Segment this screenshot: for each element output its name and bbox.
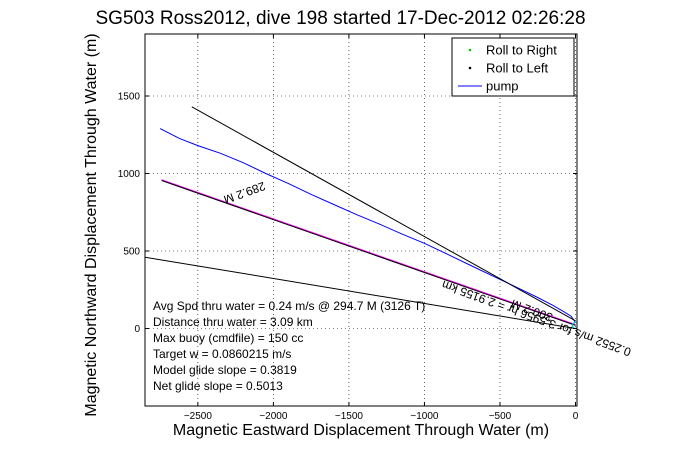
y-tick-label: 500 [123,247,140,258]
series-line-2 [191,106,576,322]
notes: Avg Spd thru water = 0.24 m/s @ 294.7 M … [153,299,425,393]
legend: Roll to Right Roll to Left pump [451,37,575,97]
legend-label: pump [486,79,519,94]
note-line: Target w = 0.0860215 m/s [153,347,291,361]
note-line: Distance thru water = 3.09 km [153,315,313,329]
series-pump [159,128,576,323]
note-line: Model glide slope = 0.3819 [153,363,297,377]
series-line-4 [161,180,576,326]
x-axis-label: Magnetic Eastward Displacement Through W… [173,422,549,439]
x-tick-label: −1500 [335,411,364,422]
series-line-1 [161,179,576,326]
note-line: Avg Spd thru water = 0.24 m/s @ 294.7 M … [153,299,425,313]
chart-title: SG503 Ross2012, dive 198 started 17-Dec-… [95,8,585,29]
ticks: −2500 −2000 −1500 −1000 −500 0 0 500 1000 1500 [118,34,579,422]
legend-swatch [468,48,472,52]
x-tick-label: −500 [489,411,512,422]
x-tick-label: −2000 [259,411,288,422]
x-tick-label: 0 [573,411,579,422]
series-line-3 [145,256,576,329]
plot-frame [144,33,578,407]
x-tick-label: −2500 [184,411,213,422]
y-tick-label: 1000 [118,169,141,180]
y-axis-label: Magnetic Northward Displacement Through … [83,33,100,416]
note-line: Max buoy (cmdfile) = 150 cc [153,331,303,345]
legend-label: Roll to Right [486,43,557,58]
legend-swatch [468,66,472,70]
legend-label: Roll to Left [486,61,549,76]
y-tick-label: 1500 [118,92,141,103]
note-line: Net glide slope = 0.5013 [153,379,283,393]
y-tick-label: 0 [134,324,140,335]
series-layer [145,106,577,329]
x-tick-label: −1000 [410,411,439,422]
